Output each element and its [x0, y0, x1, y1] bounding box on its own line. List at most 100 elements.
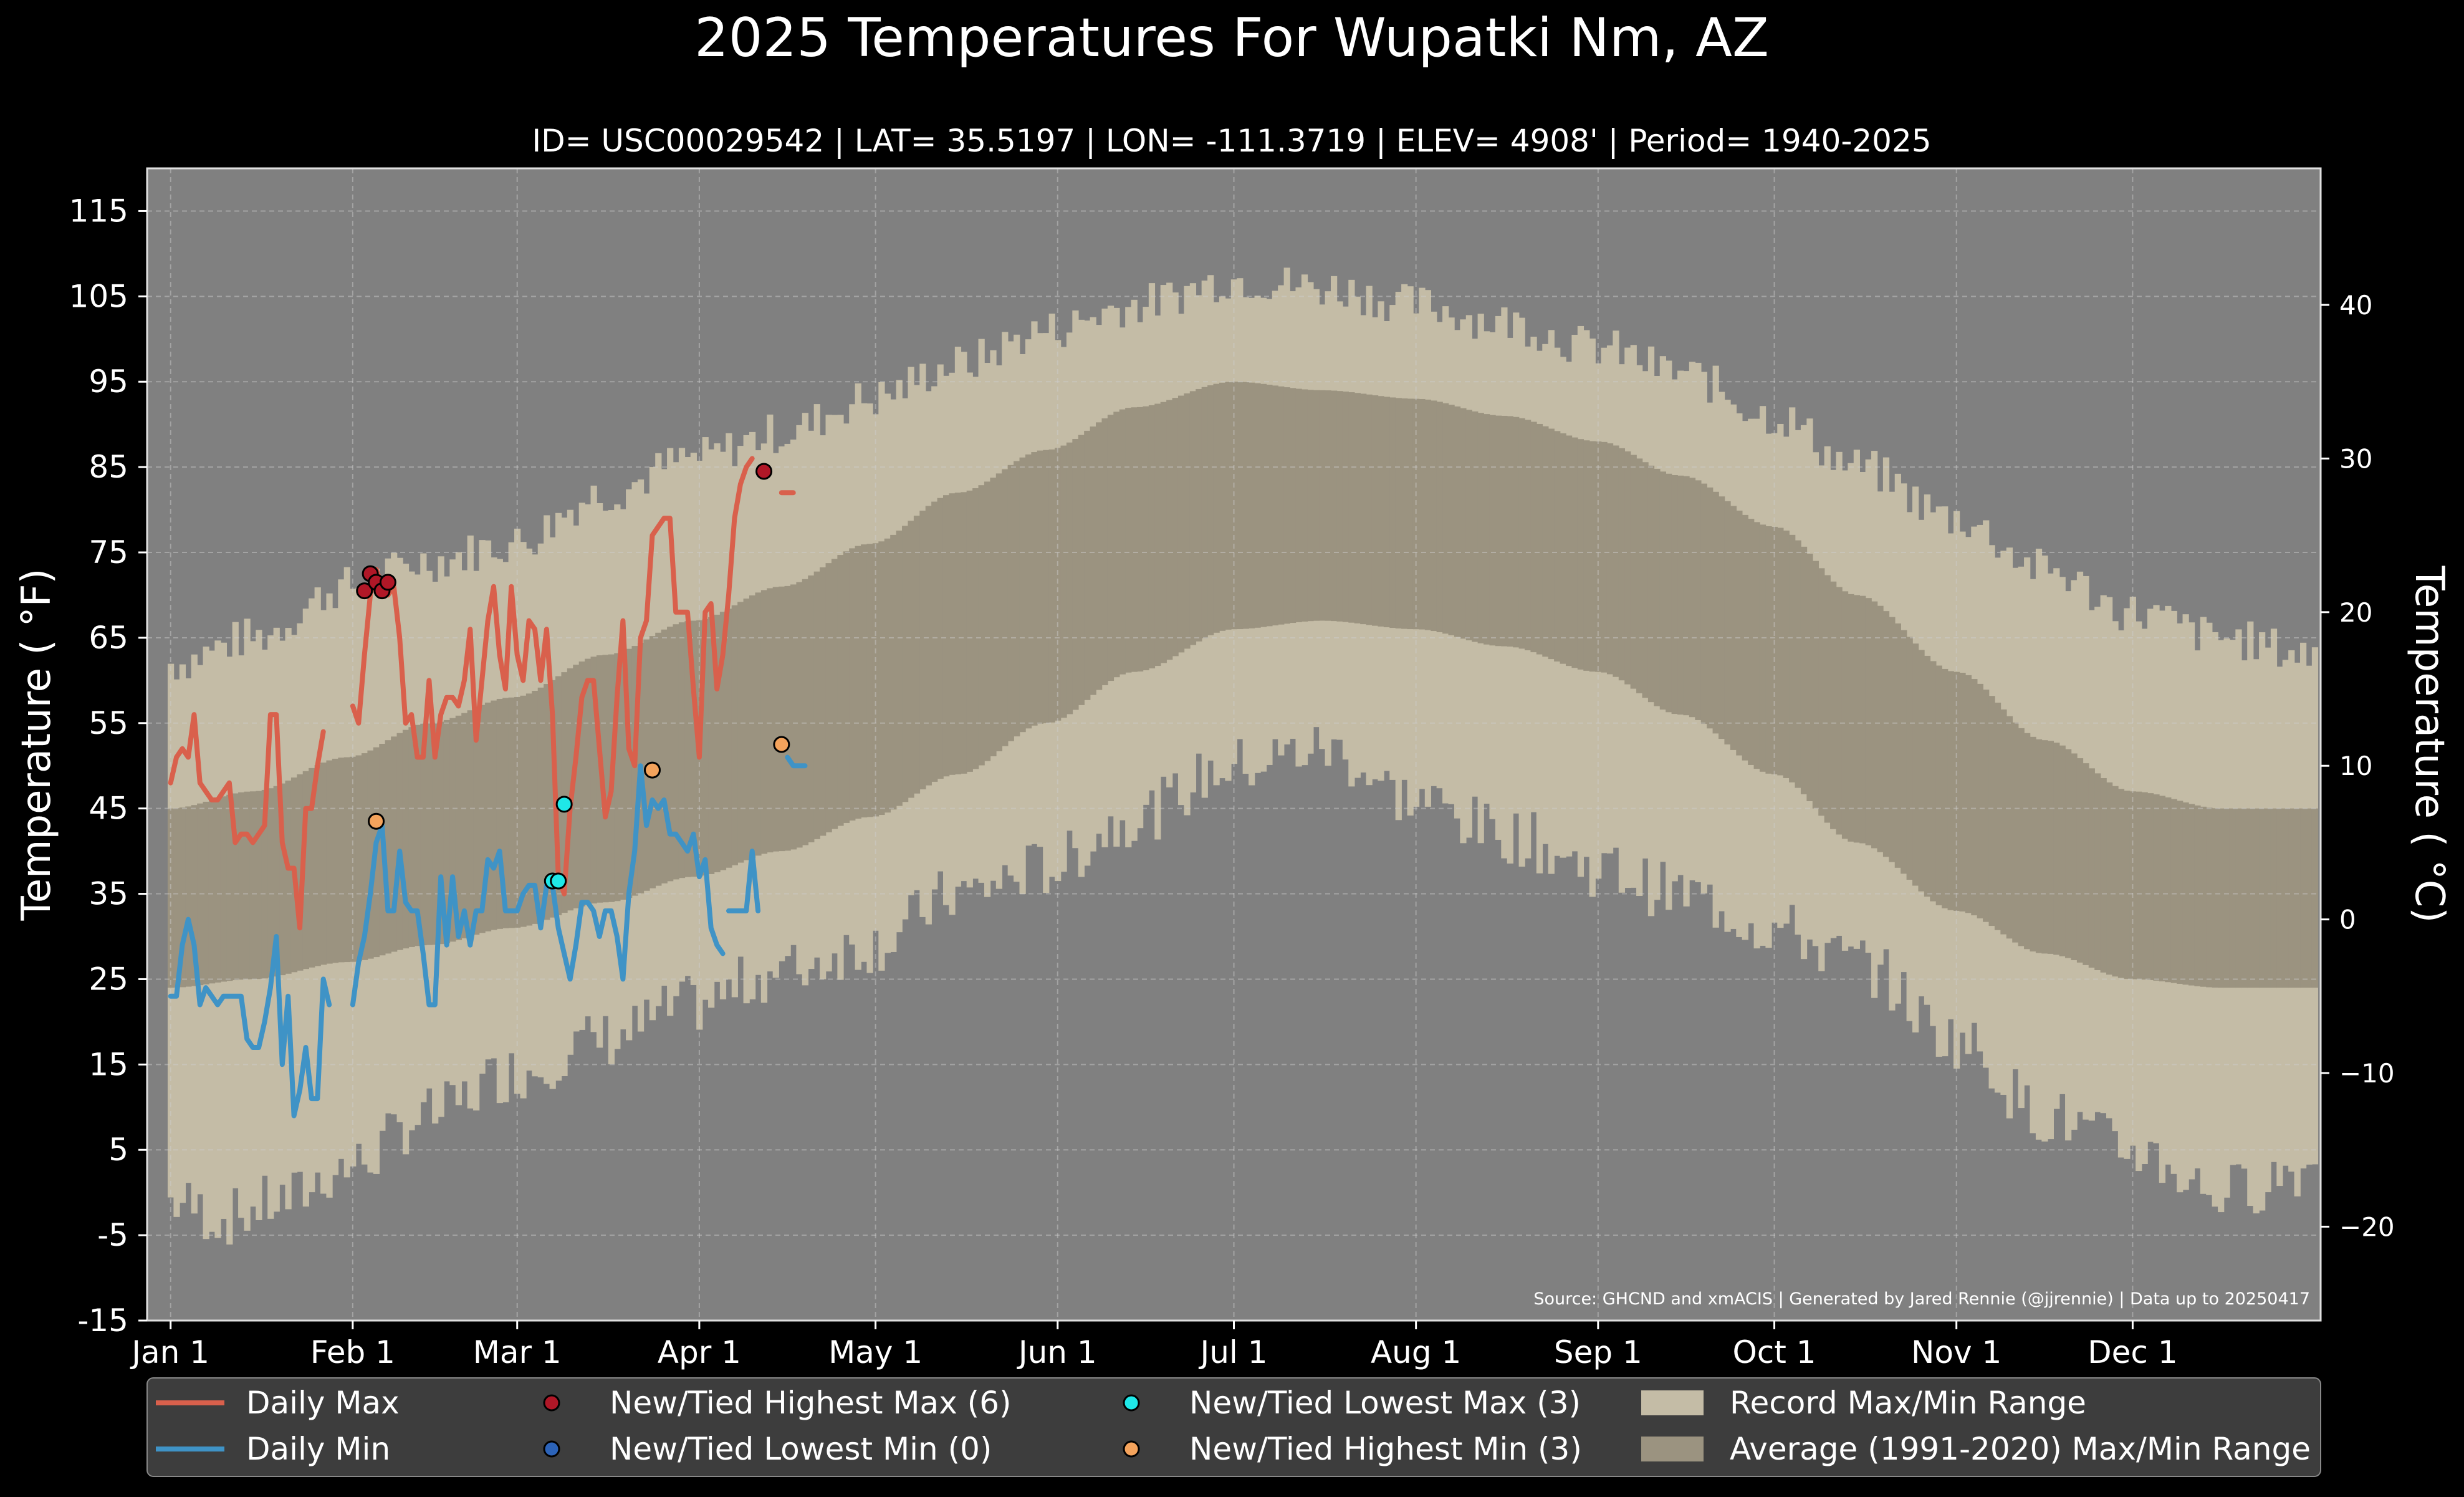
avg-range-bar: [338, 758, 345, 963]
avg-range-bar: [772, 587, 779, 852]
avg-range-bar: [385, 740, 391, 954]
legend-swatch-marker: [543, 1440, 560, 1458]
avg-range-bar: [2141, 792, 2148, 980]
avg-range-bar: [1894, 623, 1901, 868]
highest-min-point: [368, 812, 385, 830]
avg-range-bar: [1859, 595, 1866, 844]
avg-range-bar: [467, 710, 474, 936]
avg-range-bar: [2270, 808, 2278, 988]
avg-range-bar: [279, 783, 286, 976]
avg-range-bar: [1848, 594, 1854, 842]
avg-range-bar: [285, 780, 292, 974]
avg-range-bar: [855, 546, 861, 819]
avg-range-bar: [414, 724, 421, 946]
avg-range-bar: [1472, 411, 1479, 642]
avg-range-bar: [203, 801, 209, 984]
avg-range-bar: [2276, 808, 2283, 988]
avg-range-bar: [1154, 403, 1161, 667]
avg-range-bar: [1924, 655, 1931, 897]
avg-range-bar: [831, 559, 838, 829]
avg-range-bar: [2188, 804, 2195, 986]
avg-range-bar: [1113, 412, 1120, 678]
avg-range-bar: [1207, 385, 1214, 635]
x-tick-label: Jan 1: [130, 1334, 209, 1370]
avg-range-bar: [402, 729, 410, 949]
avg-range-bar: [1953, 671, 1960, 911]
avg-range-bar: [350, 756, 357, 962]
avg-range-bar: [708, 617, 715, 874]
avg-range-bar: [1700, 483, 1707, 724]
avg-range-bar: [1096, 422, 1103, 690]
avg-range-bar: [1606, 443, 1614, 675]
avg-range-bar: [320, 763, 327, 965]
avg-range-bar: [2076, 758, 2084, 963]
y2-tick-label: −20: [2339, 1211, 2395, 1242]
avg-range-bar: [849, 548, 856, 821]
y2-tick-label: 40: [2339, 290, 2372, 320]
legend-swatch-marker: [543, 1394, 560, 1412]
avg-range-bar: [244, 791, 251, 980]
avg-range-bar: [479, 705, 486, 933]
avg-range-bar: [2247, 808, 2254, 988]
x-tick-label: Mar 1: [473, 1334, 562, 1370]
avg-range-bar: [1889, 617, 1896, 862]
avg-range-bar: [2206, 807, 2213, 988]
avg-range-bar: [1002, 469, 1009, 746]
avg-range-bar: [2182, 802, 2189, 985]
chart-subtitle: ID= USC00029542 | LAT= 35.5197 | LON= -1…: [532, 123, 1931, 159]
avg-range-bar: [1213, 383, 1220, 633]
avg-range-bar: [226, 794, 233, 981]
avg-range-bar: [2253, 808, 2260, 988]
avg-range-bar: [1742, 514, 1748, 761]
avg-range-bar: [1571, 437, 1578, 668]
daily-max-line: [350, 456, 755, 897]
avg-range-bar: [1630, 455, 1637, 689]
legend-label: Daily Min: [246, 1431, 390, 1467]
x-tick-label: Oct 1: [1732, 1334, 1816, 1370]
avg-range-bar: [232, 793, 239, 981]
y2-tick-label: 20: [2339, 597, 2372, 628]
x-tick-label: Sep 1: [1554, 1334, 1642, 1370]
avg-range-bar: [1977, 683, 1983, 918]
avg-range-bar: [1577, 439, 1584, 670]
avg-range-bar: [544, 684, 550, 920]
avg-range-bar: [1935, 665, 1942, 905]
avg-range-bar: [1824, 575, 1831, 823]
avg-range-bar: [2265, 808, 2271, 988]
avg-range-bar: [508, 697, 515, 928]
avg-range-bar: [256, 791, 262, 980]
avg-range-bar: [2024, 733, 2031, 950]
avg-range-bar: [1724, 501, 1731, 744]
range-bands: [167, 267, 2319, 1245]
avg-range-bar: [1307, 390, 1314, 622]
avg-range-bar: [884, 538, 891, 813]
x-tick-label: Nov 1: [1911, 1334, 2001, 1370]
avg-range-bar: [1442, 403, 1449, 634]
legend-label: New/Tied Lowest Min (0): [610, 1431, 992, 1467]
avg-range-bar: [2170, 799, 2177, 983]
avg-range-bar: [1595, 441, 1602, 672]
avg-range-bar: [449, 718, 456, 942]
avg-range-bar: [1189, 391, 1197, 645]
avg-range-bar: [537, 687, 544, 922]
source-note: Source: GHCND and xmACIS | Generated by …: [1533, 1289, 2310, 1309]
avg-range-bar: [808, 575, 815, 842]
avg-range-bar: [273, 786, 280, 977]
avg-range-bar: [2053, 743, 2060, 955]
avg-range-bar: [1994, 702, 2001, 930]
avg-range-bar: [1371, 395, 1379, 626]
avg-range-bar: [614, 653, 621, 902]
avg-range-bar: [796, 582, 803, 848]
avg-range-bar: [1495, 415, 1502, 647]
avg-range-bar: [667, 627, 674, 882]
avg-range-bar: [1988, 696, 1995, 927]
avg-range-bar: [1454, 406, 1461, 637]
avg-range-bar: [549, 680, 556, 918]
avg-range-bar: [1290, 388, 1297, 623]
avg-range-bar: [1160, 402, 1167, 663]
lowest-max-point: [550, 872, 567, 890]
avg-range-bar: [2159, 796, 2166, 981]
legend-swatch-patch: [1641, 1390, 1704, 1415]
avg-range-bar: [2223, 808, 2230, 988]
